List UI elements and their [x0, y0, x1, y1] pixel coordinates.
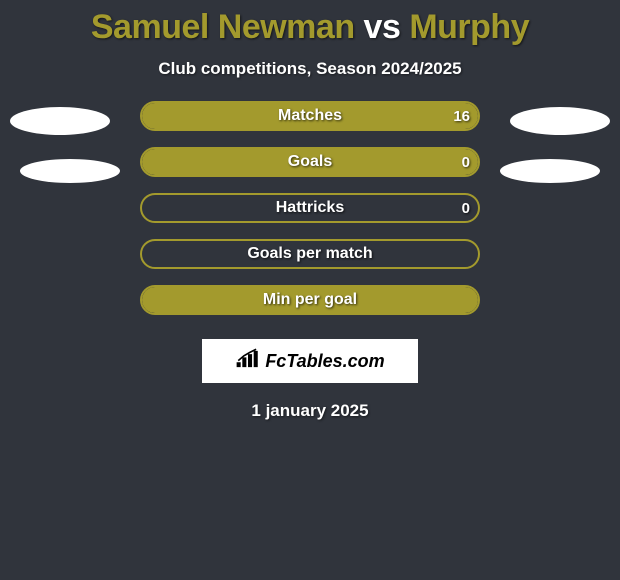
stat-label: Matches	[142, 103, 478, 129]
chart-icon	[235, 348, 261, 375]
stat-row: Goals0	[140, 147, 480, 177]
stat-row: Matches16	[140, 101, 480, 131]
date-label: 1 january 2025	[0, 401, 620, 421]
stat-label: Hattricks	[142, 195, 478, 221]
player2-avatar-placeholder-2	[500, 159, 600, 183]
stat-row: Goals per match	[140, 239, 480, 269]
comparison-title: Samuel Newman vs Murphy	[0, 0, 620, 47]
stat-row: Min per goal	[140, 285, 480, 315]
player2-name: Murphy	[409, 8, 529, 46]
player1-name: Samuel Newman	[91, 8, 355, 46]
stat-value-right: 16	[453, 103, 470, 129]
brand-text: FcTables.com	[265, 351, 384, 372]
stat-label: Goals per match	[142, 241, 478, 267]
player1-avatar-placeholder	[10, 107, 110, 135]
stat-value-right: 0	[462, 149, 470, 175]
brand-badge: FcTables.com	[202, 339, 418, 383]
stat-row: Hattricks0	[140, 193, 480, 223]
vs-text: vs	[364, 8, 401, 46]
subtitle: Club competitions, Season 2024/2025	[0, 59, 620, 79]
stats-chart: Matches16Goals0Hattricks0Goals per match…	[0, 111, 620, 331]
player2-avatar-placeholder	[510, 107, 610, 135]
player1-avatar-placeholder-2	[20, 159, 120, 183]
stat-value-right: 0	[462, 195, 470, 221]
stat-label: Goals	[142, 149, 478, 175]
stat-bars: Matches16Goals0Hattricks0Goals per match…	[140, 101, 480, 331]
stat-label: Min per goal	[142, 287, 478, 313]
